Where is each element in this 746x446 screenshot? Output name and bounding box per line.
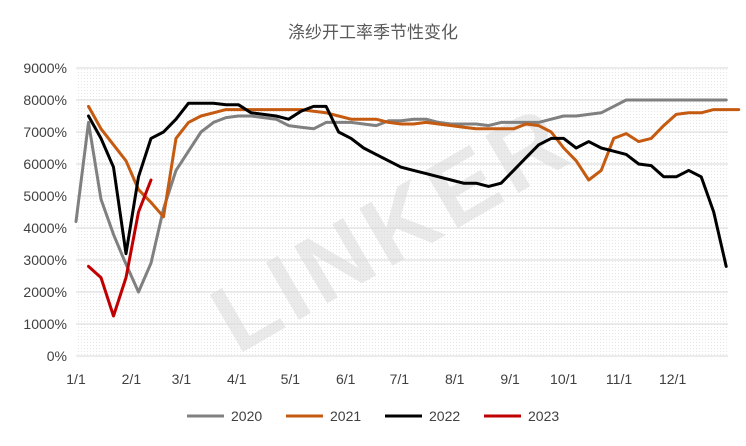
series-line-2020 [74,98,728,294]
legend-label-2023: 2023 [528,408,559,424]
y-tick-label: 5000% [23,188,67,204]
x-tick-label: 5/1 [281,371,301,387]
legend: 2020 2021 2022 2023 [187,408,559,424]
x-tick-label: 1/1 [66,371,86,387]
y-tick-label: 0% [47,348,67,364]
x-tick-label: 10/1 [550,371,577,387]
x-tick-label: 6/1 [336,371,356,387]
y-tick-label: 7000% [23,124,67,140]
x-tick-label: 8/1 [445,371,465,387]
y-axis: 0% 1000% 2000% 3000% 4000% 5000% 6000% 7000% 800… [23,60,67,364]
x-tick-label: 7/1 [390,371,410,387]
x-tick-label: 9/1 [500,371,520,387]
y-tick-label: 3000% [23,252,67,268]
series-line-2022 [87,101,728,268]
series-line-2023 [87,178,153,318]
x-tick-label: 11/1 [606,371,632,387]
y-tick-label: 2000% [23,284,67,300]
series-line-2021 [87,104,741,219]
y-tick-label: 1000% [23,316,67,332]
x-tick-label: 12/1 [659,371,686,387]
y-tick-label: 4000% [23,220,67,236]
plot-area [76,68,728,356]
legend-label-2020: 2020 [231,408,262,424]
legend-label-2021: 2021 [330,408,361,424]
y-tick-label: 8000% [23,92,67,108]
x-tick-label: 3/1 [172,371,192,387]
legend-label-2022: 2022 [429,408,460,424]
x-tick-label: 4/1 [227,371,247,387]
series-layer [74,98,741,318]
gridlines [76,67,728,357]
chart-title: 涤纱开工率季节性变化 [288,23,458,42]
x-tick-label: 2/1 [122,371,142,387]
x-axis: 1/1 2/1 3/1 4/1 5/1 6/1 7/1 8/1 9/1 10/1 11/1 12/1 [66,371,686,387]
y-tick-label: 6000% [23,156,67,172]
y-tick-label: 9000% [23,60,67,76]
